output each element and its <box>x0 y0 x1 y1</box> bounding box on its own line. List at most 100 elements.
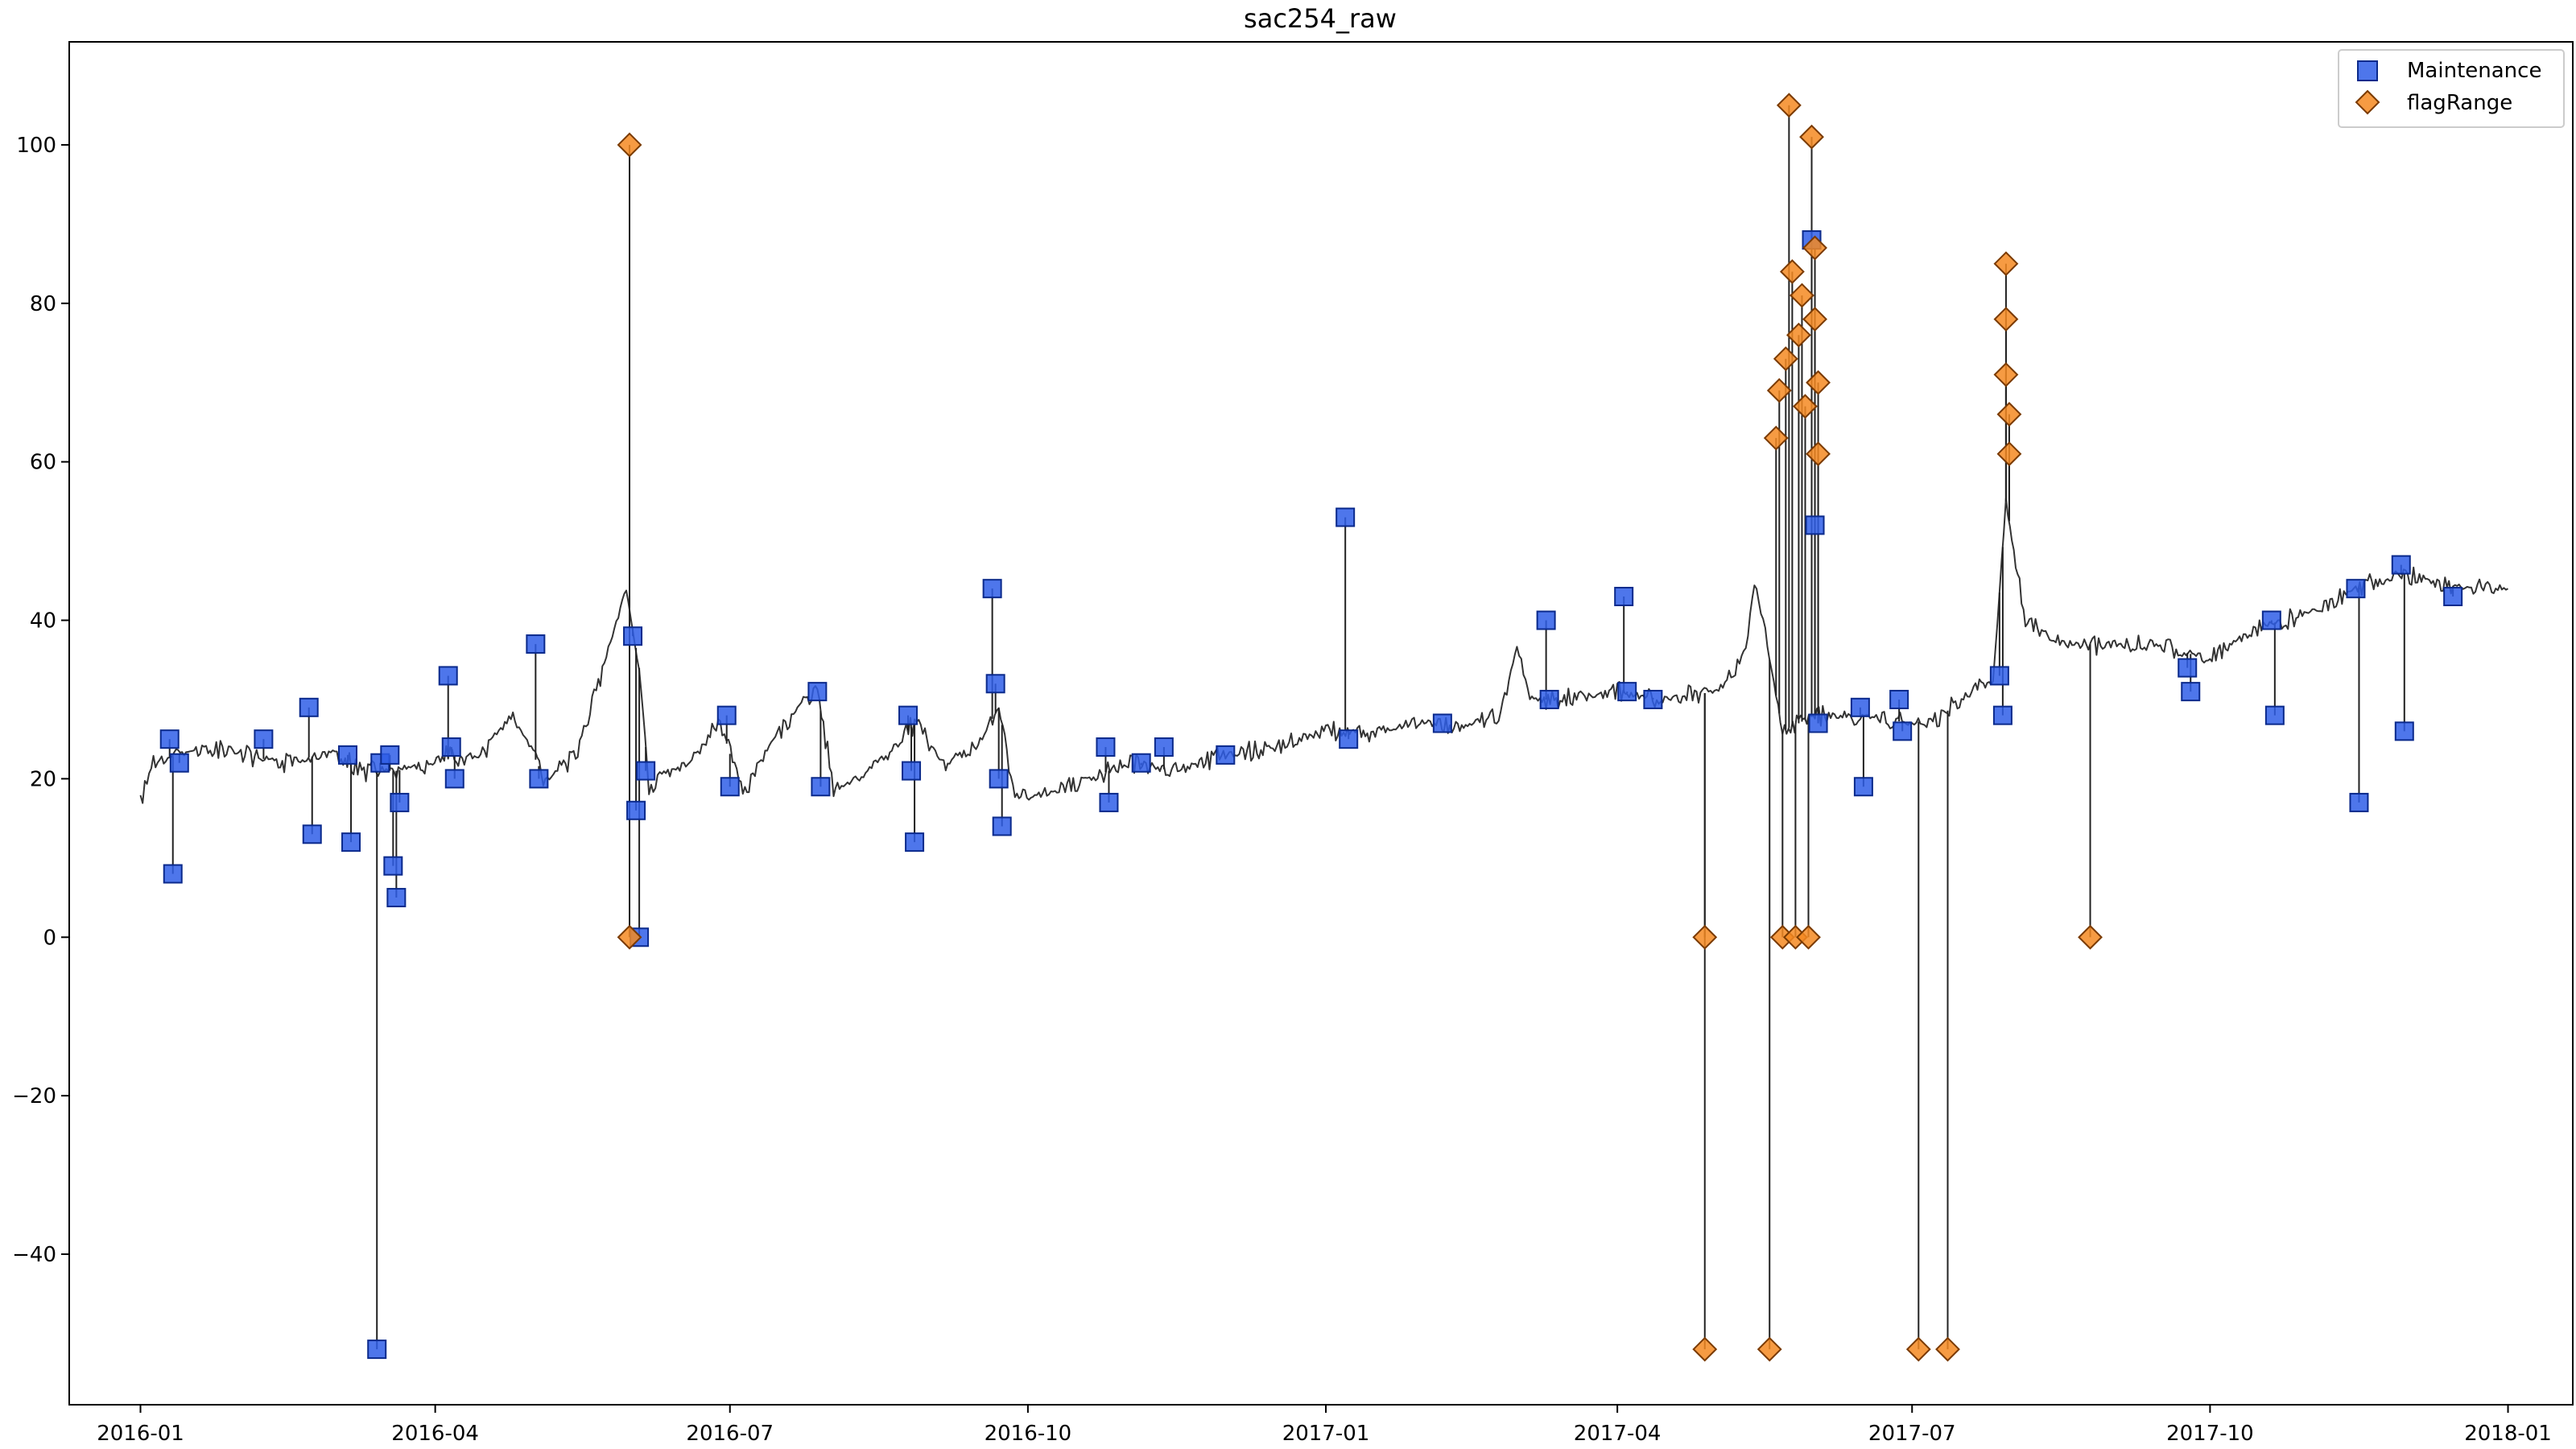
maintenance-marker <box>1131 753 1151 773</box>
maintenance-marker <box>811 777 831 797</box>
plot-frame <box>68 41 2574 1406</box>
maintenance-marker <box>989 769 1009 789</box>
maintenance-marker <box>1539 689 1559 709</box>
maintenance-marker <box>1536 610 1556 630</box>
maintenance-marker <box>1216 745 1236 765</box>
flagrange-marker <box>1993 361 2019 387</box>
x-axis: 2016-01 2016-04 2016-07 2016-10 2017-01 2017-… <box>97 1405 2552 1446</box>
maintenance-marker <box>636 761 656 781</box>
legend: Maintenance flagRange <box>2338 49 2565 128</box>
maintenance-marker <box>1335 507 1356 527</box>
maintenance-marker <box>341 832 361 852</box>
maintenance-marker <box>302 824 322 844</box>
y-axis: −40 −20 0 20 40 60 80 100 <box>12 134 69 1267</box>
flagrange-marker <box>1766 378 1792 403</box>
flagrange-marker <box>1993 307 2019 332</box>
y-tick-label: 20 <box>30 767 56 791</box>
flagrange-marker <box>1799 124 1824 150</box>
maintenance-marker <box>1432 713 1452 733</box>
maintenance-marker <box>716 705 737 725</box>
maintenance-marker <box>720 777 740 797</box>
maintenance-marker <box>2394 721 2414 741</box>
maintenance-marker <box>390 792 410 812</box>
flagrange-marker <box>1692 924 1718 950</box>
maintenance-marker <box>367 1340 387 1360</box>
maintenance-marker <box>1154 737 1174 758</box>
maintenance-marker <box>1805 515 1825 535</box>
flagrange-marker <box>1905 1336 1931 1362</box>
flagrange-marker <box>1796 924 1821 950</box>
flagrange-marker <box>1993 251 2019 277</box>
flagrange-marker <box>1776 93 1802 118</box>
maintenance-marker <box>441 737 461 758</box>
maintenance-marker <box>992 816 1012 836</box>
maintenance-marker <box>1614 587 1634 607</box>
maintenance-marker <box>1339 729 1359 749</box>
y-tick-label: 80 <box>30 292 56 316</box>
y-tick-label: −40 <box>12 1243 56 1267</box>
flagrange-marker <box>617 132 642 158</box>
y-tick-label: 0 <box>43 926 56 950</box>
maintenance-marker <box>1992 705 2013 725</box>
flagrange-marker <box>1996 402 2022 427</box>
maintenance-marker <box>985 674 1005 694</box>
flagrange-marker <box>1763 425 1789 451</box>
flagrange-marker <box>1779 259 1805 284</box>
flagrange-marker <box>1793 394 1818 419</box>
maintenance-marker <box>2264 705 2285 725</box>
maintenance-marker <box>1889 689 1909 709</box>
maintenance-marker <box>380 745 400 765</box>
maintenance-marker <box>159 729 180 749</box>
flagrange-marker <box>1692 1336 1718 1362</box>
maintenance-marker <box>383 856 403 876</box>
maintenance-marker <box>2261 610 2281 630</box>
maintenance-marker <box>1853 777 1873 797</box>
maintenance-marker <box>526 634 546 654</box>
legend-maintenance-label: Maintenance <box>2407 59 2541 83</box>
maintenance-marker <box>905 832 925 852</box>
maintenance-marker <box>299 697 319 717</box>
legend-flagrange-label: flagRange <box>2407 91 2512 115</box>
maintenance-marker <box>623 626 643 646</box>
maintenance-marker <box>529 769 549 789</box>
legend-box <box>2338 49 2565 128</box>
maintenance-marker <box>1850 697 1870 717</box>
y-tick-label: −20 <box>12 1084 56 1108</box>
legend-flagrange-marker <box>2355 89 2380 115</box>
flagrange-marker <box>1757 1336 1782 1362</box>
x-tick-label: 2018-01 <box>2464 1422 2552 1446</box>
maintenance-marker <box>807 682 828 702</box>
flagrange-marker <box>1773 346 1798 372</box>
legend-maintenance-marker <box>2357 60 2378 81</box>
maintenance-marker <box>902 761 922 781</box>
maintenance-marker <box>386 888 407 908</box>
x-tick-label: 2017-01 <box>1282 1422 1370 1446</box>
maintenance-marker <box>1099 792 1119 812</box>
maintenance-marker <box>169 753 189 773</box>
flagrange-marker <box>1935 1336 1960 1362</box>
x-tick-label: 2016-04 <box>391 1422 479 1446</box>
x-tick-label: 2017-10 <box>2166 1422 2254 1446</box>
x-tick-label: 2016-07 <box>686 1422 774 1446</box>
flagrange-marker <box>1786 322 1811 348</box>
maintenance-marker <box>1893 721 1913 741</box>
maintenance-marker <box>1808 713 1828 733</box>
flagrange-marker <box>1802 235 1827 261</box>
maintenance-marker <box>626 800 646 820</box>
y-tick-label: 40 <box>30 609 56 634</box>
x-tick-label: 2017-07 <box>1868 1422 1956 1446</box>
maintenance-marker <box>438 666 458 686</box>
maintenance-marker <box>2178 658 2198 678</box>
maintenance-marker <box>982 579 1002 599</box>
maintenance-marker <box>2346 579 2366 599</box>
maintenance-marker <box>2181 682 2201 702</box>
flagrange-marker <box>1996 441 2022 467</box>
maintenance-marker <box>1643 689 1663 709</box>
flagrange-marker <box>1806 441 1831 467</box>
x-tick-label: 2016-10 <box>985 1422 1072 1446</box>
flagrange-marker <box>617 924 642 950</box>
y-tick-label: 60 <box>30 451 56 475</box>
y-tick-label: 100 <box>16 134 56 158</box>
flagrange-marker <box>1806 369 1831 395</box>
